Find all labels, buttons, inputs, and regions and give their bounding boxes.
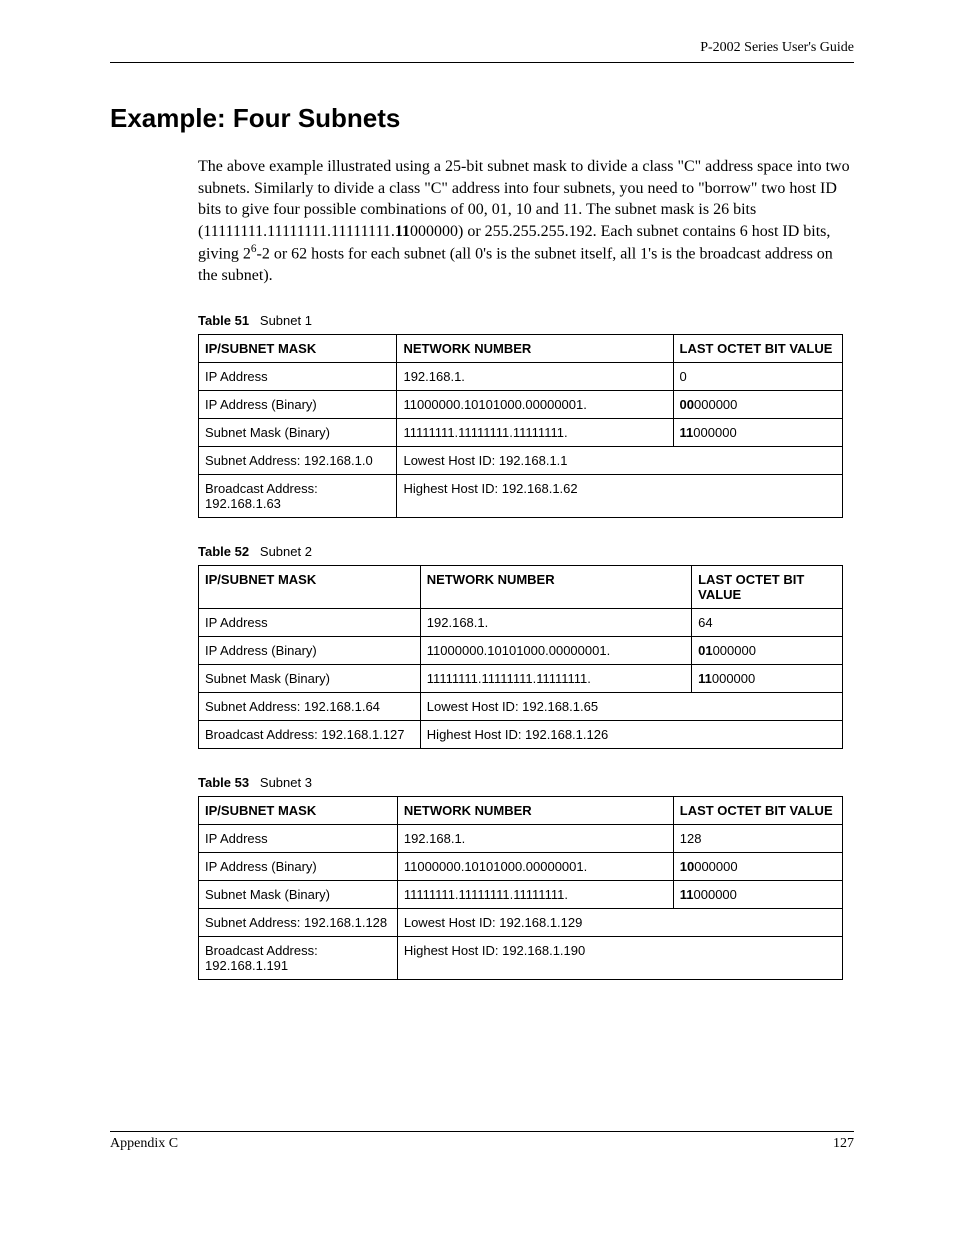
subnet-table-2: IP/SUBNET MASKNETWORK NUMBERLAST OCTET B… xyxy=(198,565,843,749)
table-row: Subnet Mask (Binary)11111111.11111111.11… xyxy=(199,418,843,446)
table-cell: 192.168.1. xyxy=(397,824,673,852)
table-row: Subnet Address: 192.168.1.128Lowest Host… xyxy=(199,908,843,936)
table-header: NETWORK NUMBER xyxy=(397,796,673,824)
table-cell: 192.168.1. xyxy=(397,362,673,390)
table-row: Subnet Address: 192.168.1.0Lowest Host I… xyxy=(199,446,843,474)
table-cell: Highest Host ID: 192.168.1.126 xyxy=(420,720,842,748)
table-row: Subnet Mask (Binary)11111111.11111111.11… xyxy=(199,664,843,692)
table-caption: Table 53 Subnet 3 xyxy=(198,775,854,790)
table-cell: 11000000.10101000.00000001. xyxy=(420,636,691,664)
table-cell: Highest Host ID: 192.168.1.190 xyxy=(397,936,842,979)
table-row: IP Address192.168.1.128 xyxy=(199,824,843,852)
table-cell: 10000000 xyxy=(673,852,842,880)
table-cell: 64 xyxy=(692,608,843,636)
table-cell: Subnet Mask (Binary) xyxy=(199,880,398,908)
table-cell: 11000000.10101000.00000001. xyxy=(397,852,673,880)
table-cell: Subnet Address: 192.168.1.0 xyxy=(199,446,397,474)
table-cell: 0 xyxy=(673,362,842,390)
table-cell: IP Address (Binary) xyxy=(199,636,421,664)
table-cell: 11111111.11111111.11111111. xyxy=(397,418,673,446)
table-header: LAST OCTET BIT VALUE xyxy=(673,796,842,824)
table-cell: IP Address xyxy=(199,824,398,852)
table-header: NETWORK NUMBER xyxy=(397,334,673,362)
table-cell: 192.168.1. xyxy=(420,608,691,636)
table-cell: Subnet Address: 192.168.1.128 xyxy=(199,908,398,936)
table-cell: IP Address xyxy=(199,362,397,390)
table-row: IP Address192.168.1.0 xyxy=(199,362,843,390)
table-cell: IP Address (Binary) xyxy=(199,390,397,418)
subnet-table-3: IP/SUBNET MASKNETWORK NUMBERLAST OCTET B… xyxy=(198,796,843,980)
table-cell: 128 xyxy=(673,824,842,852)
table-cell: 11000000 xyxy=(673,418,842,446)
header-rule xyxy=(110,62,854,63)
table-cell: Subnet Mask (Binary) xyxy=(199,418,397,446)
table-cell: 11111111.11111111.11111111. xyxy=(397,880,673,908)
table-caption: Table 52 Subnet 2 xyxy=(198,544,854,559)
intro-paragraph: The above example illustrated using a 25… xyxy=(198,156,854,287)
table-row: Broadcast Address: 192.168.1.63Highest H… xyxy=(199,474,843,517)
table-row: Subnet Mask (Binary)11111111.11111111.11… xyxy=(199,880,843,908)
table-cell: IP Address (Binary) xyxy=(199,852,398,880)
table-header: IP/SUBNET MASK xyxy=(199,565,421,608)
table-cell: 11000000.10101000.00000001. xyxy=(397,390,673,418)
table-cell: Highest Host ID: 192.168.1.62 xyxy=(397,474,843,517)
table-cell: Broadcast Address: 192.168.1.191 xyxy=(199,936,398,979)
table-cell: IP Address xyxy=(199,608,421,636)
table-row: IP Address192.168.1.64 xyxy=(199,608,843,636)
table-row: Broadcast Address: 192.168.1.127Highest … xyxy=(199,720,843,748)
section-title: Example: Four Subnets xyxy=(110,103,854,134)
table-header: LAST OCTET BIT VALUE xyxy=(673,334,842,362)
table-cell: 11111111.11111111.11111111. xyxy=(420,664,691,692)
page-footer: Appendix C 127 xyxy=(110,1131,854,1152)
para-post: -2 or 62 hosts for each subnet (all 0's … xyxy=(198,246,833,285)
table-cell: 00000000 xyxy=(673,390,842,418)
table-header: IP/SUBNET MASK xyxy=(199,796,398,824)
table-row: IP Address (Binary)11000000.10101000.000… xyxy=(199,636,843,664)
table-header: LAST OCTET BIT VALUE xyxy=(692,565,843,608)
table-row: Subnet Address: 192.168.1.64Lowest Host … xyxy=(199,692,843,720)
table-caption: Table 51 Subnet 1 xyxy=(198,313,854,328)
footer-right: 127 xyxy=(833,1136,854,1152)
table-cell: Lowest Host ID: 192.168.1.65 xyxy=(420,692,842,720)
table-cell: Lowest Host ID: 192.168.1.1 xyxy=(397,446,843,474)
table-cell: 11000000 xyxy=(673,880,842,908)
header-guide: P-2002 Series User's Guide xyxy=(110,40,854,56)
table-cell: Subnet Mask (Binary) xyxy=(199,664,421,692)
para-bold: 11 xyxy=(395,223,410,240)
table-cell: Subnet Address: 192.168.1.64 xyxy=(199,692,421,720)
subnet-table-1: IP/SUBNET MASKNETWORK NUMBERLAST OCTET B… xyxy=(198,334,843,518)
table-cell: 01000000 xyxy=(692,636,843,664)
table-cell: Broadcast Address: 192.168.1.63 xyxy=(199,474,397,517)
table-cell: Lowest Host ID: 192.168.1.129 xyxy=(397,908,842,936)
table-header: NETWORK NUMBER xyxy=(420,565,691,608)
table-header: IP/SUBNET MASK xyxy=(199,334,397,362)
table-cell: Broadcast Address: 192.168.1.127 xyxy=(199,720,421,748)
table-row: IP Address (Binary)11000000.10101000.000… xyxy=(199,390,843,418)
table-cell: 11000000 xyxy=(692,664,843,692)
table-row: Broadcast Address: 192.168.1.191Highest … xyxy=(199,936,843,979)
table-row: IP Address (Binary)11000000.10101000.000… xyxy=(199,852,843,880)
footer-left: Appendix C xyxy=(110,1136,178,1152)
